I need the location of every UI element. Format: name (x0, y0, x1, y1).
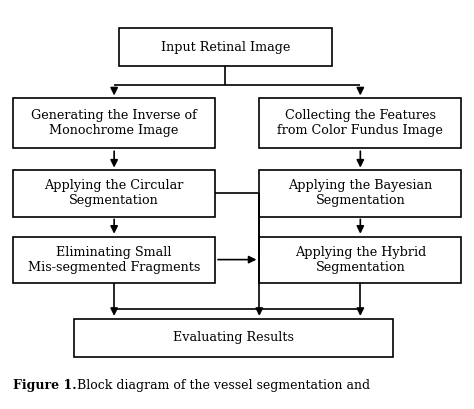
Text: Evaluating Results: Evaluating Results (173, 331, 294, 344)
Text: Applying the Bayesian
Segmentation: Applying the Bayesian Segmentation (288, 180, 432, 207)
FancyBboxPatch shape (259, 171, 461, 216)
Text: Input Retinal Image: Input Retinal Image (161, 40, 290, 54)
FancyBboxPatch shape (259, 98, 461, 148)
FancyBboxPatch shape (118, 28, 332, 66)
FancyBboxPatch shape (74, 319, 392, 357)
FancyBboxPatch shape (259, 236, 461, 283)
Text: Eliminating Small
Mis-segmented Fragments: Eliminating Small Mis-segmented Fragment… (28, 246, 201, 274)
Text: Applying the Hybrid
Segmentation: Applying the Hybrid Segmentation (295, 246, 426, 274)
FancyBboxPatch shape (13, 171, 215, 216)
Text: Block diagram of the vessel segmentation and: Block diagram of the vessel segmentation… (77, 379, 370, 392)
Text: Collecting the Features
from Color Fundus Image: Collecting the Features from Color Fundu… (277, 109, 443, 137)
FancyBboxPatch shape (13, 236, 215, 283)
Text: Figure 1.: Figure 1. (13, 379, 77, 392)
Text: Generating the Inverse of
Monochrome Image: Generating the Inverse of Monochrome Ima… (31, 109, 197, 137)
Text: Applying the Circular
Segmentation: Applying the Circular Segmentation (45, 180, 184, 207)
FancyBboxPatch shape (13, 98, 215, 148)
